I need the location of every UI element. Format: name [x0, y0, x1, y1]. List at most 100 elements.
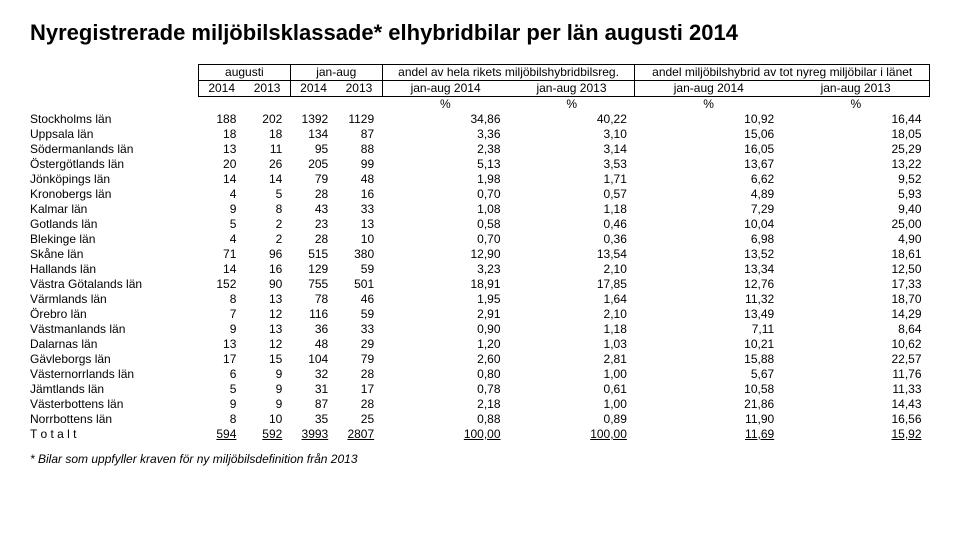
cell: 0,70 [382, 232, 508, 247]
table-row: Gävleborgs län1715104792,602,8115,8822,5… [30, 352, 930, 367]
cell: 14 [244, 172, 290, 187]
cell: 15,06 [635, 127, 782, 142]
cell: 11,32 [635, 292, 782, 307]
cell: 23 [290, 217, 336, 232]
cell: 28 [290, 187, 336, 202]
cell: 40,22 [509, 112, 635, 127]
cell: 17,85 [509, 277, 635, 292]
cell: 3993 [290, 427, 336, 442]
row-label: Västerbottens län [30, 397, 198, 412]
cell: 17 [198, 352, 244, 367]
cell: 90 [244, 277, 290, 292]
cell: 7 [198, 307, 244, 322]
table-row: Jämtlands län5931170,780,6110,5811,33 [30, 382, 930, 397]
col-header: jan-aug 2014 [382, 81, 508, 97]
header-row-2: 2014 2013 2014 2013 jan-aug 2014 jan-aug… [30, 81, 930, 97]
cell: 1,64 [509, 292, 635, 307]
cell: 8,64 [782, 322, 929, 337]
cell: 1392 [290, 112, 336, 127]
cell: 380 [336, 247, 382, 262]
cell: 100,00 [509, 427, 635, 442]
cell: 16,56 [782, 412, 929, 427]
cell: 11 [244, 142, 290, 157]
cell: 13,54 [509, 247, 635, 262]
row-label: Hallands län [30, 262, 198, 277]
cell: 99 [336, 157, 382, 172]
cell: 9,40 [782, 202, 929, 217]
cell: 9 [244, 367, 290, 382]
cell: 87 [290, 397, 336, 412]
cell: 32 [290, 367, 336, 382]
cell: 1,71 [509, 172, 635, 187]
cell: 48 [290, 337, 336, 352]
cell: 0,46 [509, 217, 635, 232]
row-label: Jönköpings län [30, 172, 198, 187]
row-label: Stockholms län [30, 112, 198, 127]
table-row: Västernorrlands län6932280,801,005,6711,… [30, 367, 930, 382]
cell: 88 [336, 142, 382, 157]
table-row: Östergötlands län2026205995,133,5313,671… [30, 157, 930, 172]
cell: 1,00 [509, 397, 635, 412]
table-row: Jönköpings län141479481,981,716,629,52 [30, 172, 930, 187]
cell: 95 [290, 142, 336, 157]
cell: 13,52 [635, 247, 782, 262]
cell: 13 [336, 217, 382, 232]
cell: 14,29 [782, 307, 929, 322]
cell: 2 [244, 232, 290, 247]
cell: 25 [336, 412, 382, 427]
cell: 129 [290, 262, 336, 277]
cell: 1,08 [382, 202, 508, 217]
cell: 79 [290, 172, 336, 187]
cell: 0,90 [382, 322, 508, 337]
cell: 34,86 [382, 112, 508, 127]
cell: 78 [290, 292, 336, 307]
cell: 20 [198, 157, 244, 172]
cell: 3,14 [509, 142, 635, 157]
cell: 116 [290, 307, 336, 322]
col-header: 2014 [198, 81, 244, 97]
col-header: 2014 [290, 81, 336, 97]
cell: 501 [336, 277, 382, 292]
cell: 152 [198, 277, 244, 292]
header-group-augusti: augusti [198, 65, 290, 81]
cell: 22,57 [782, 352, 929, 367]
cell: 2 [244, 217, 290, 232]
cell: 18,05 [782, 127, 929, 142]
cell: 3,23 [382, 262, 508, 277]
row-label: Jämtlands län [30, 382, 198, 397]
cell: 0,57 [509, 187, 635, 202]
cell: 15 [244, 352, 290, 367]
cell: 1,98 [382, 172, 508, 187]
cell: 6,98 [635, 232, 782, 247]
table-row: Uppsala län1818134873,363,1015,0618,05 [30, 127, 930, 142]
cell: 2807 [336, 427, 382, 442]
cell: 9 [198, 202, 244, 217]
cell: 1,18 [509, 202, 635, 217]
cell: 7,29 [635, 202, 782, 217]
cell: 515 [290, 247, 336, 262]
cell: 13,22 [782, 157, 929, 172]
cell: 1,18 [509, 322, 635, 337]
row-label: Skåne län [30, 247, 198, 262]
cell: 21,86 [635, 397, 782, 412]
cell: 2,10 [509, 307, 635, 322]
table-row: Stockholms län1882021392112934,8640,2210… [30, 112, 930, 127]
cell: 11,90 [635, 412, 782, 427]
col-header: 2013 [244, 81, 290, 97]
cell: 16,05 [635, 142, 782, 157]
cell: 4 [198, 187, 244, 202]
cell: 13,34 [635, 262, 782, 277]
cell: 5,93 [782, 187, 929, 202]
cell: 11,69 [635, 427, 782, 442]
cell: 25,29 [782, 142, 929, 157]
cell: 1129 [336, 112, 382, 127]
cell: 13,67 [635, 157, 782, 172]
cell: 26 [244, 157, 290, 172]
row-label: Uppsala län [30, 127, 198, 142]
cell: 18,91 [382, 277, 508, 292]
cell: 2,10 [509, 262, 635, 277]
cell: 0,78 [382, 382, 508, 397]
table-row: Västerbottens län9987282,181,0021,8614,4… [30, 397, 930, 412]
cell: 28 [336, 397, 382, 412]
row-label: Västmanlands län [30, 322, 198, 337]
